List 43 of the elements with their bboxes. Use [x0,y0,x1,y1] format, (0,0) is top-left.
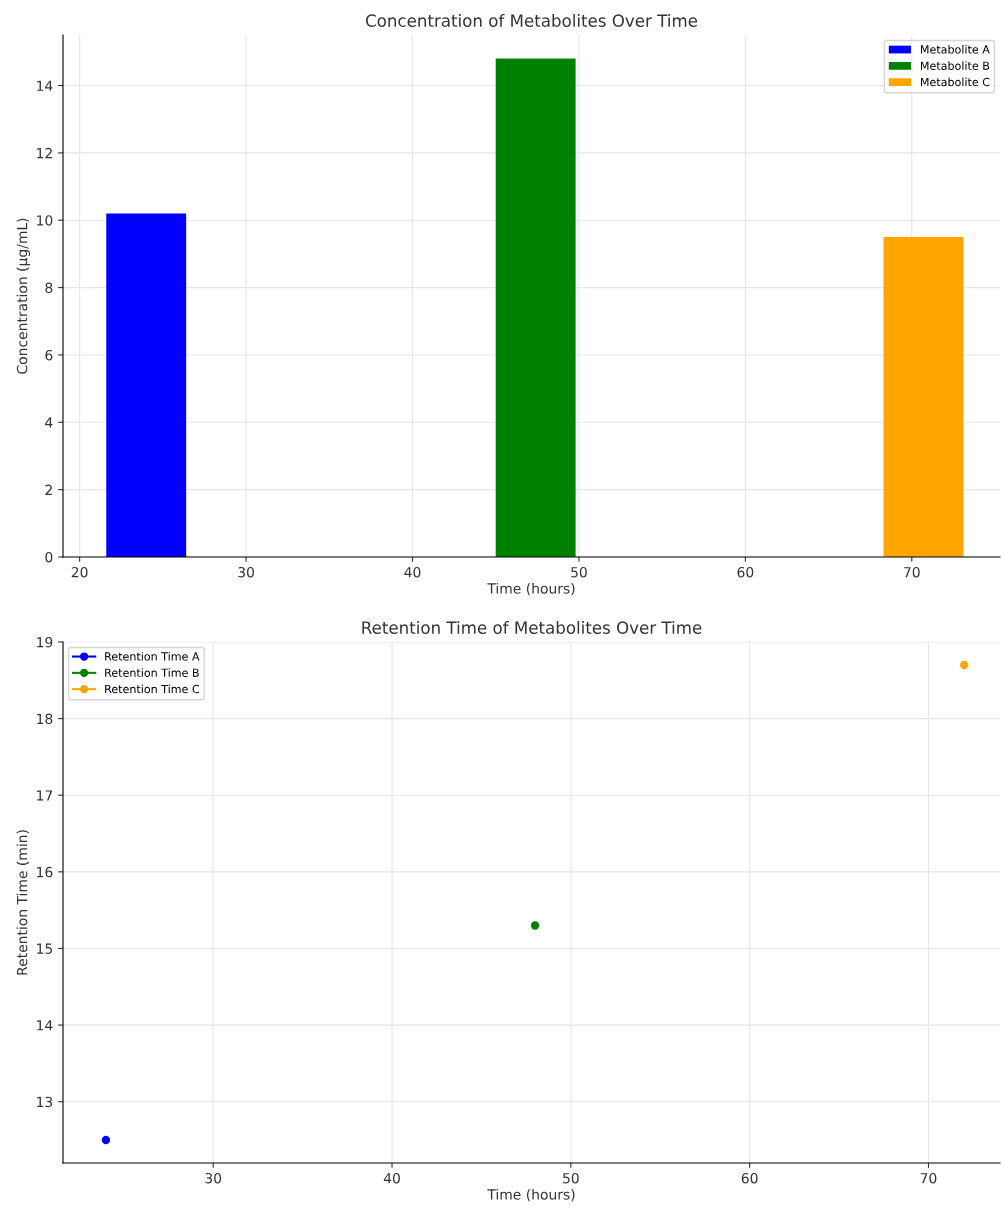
y-tick-label: 14 [37,1020,53,1031]
y-tick-label: 4 [45,417,53,428]
x-axis-title: Time (hours) [487,582,575,596]
y-tick-label: 8 [45,282,53,294]
y-tick-label: 14 [37,80,53,91]
x-tick-label: 40 [404,566,421,578]
chart-title: Concentration of Metabolites Over Time [365,14,698,27]
x-tick-label: 30 [205,1172,222,1184]
y-tick-label: 2 [45,484,52,495]
x-tick-label: 40 [383,1172,400,1184]
legend-label: Metabolite C [920,77,990,87]
legend-label: Retention Time C [105,684,200,694]
x-tick-label: 60 [741,1172,758,1184]
bar [106,213,187,557]
x-tick-label: 50 [571,566,587,578]
chart-title: Retention Time of Metabolites Over Time [362,621,702,634]
x-tick-label: 30 [238,566,254,578]
bar [883,237,964,557]
legend-label: Metabolite B [920,61,990,70]
y-axis-title: Concentration (µg/mL) [16,218,31,374]
legend-label: Retention Time A [105,652,200,661]
y-tick-label: 0 [45,551,53,563]
x-tick-label: 70 [904,566,920,578]
y-tick-label: 15 [37,943,53,954]
x-axis-title: Time (hours) [487,1188,575,1202]
y-tick-label: 16 [37,866,53,878]
x-tick-label: 20 [71,566,88,578]
y-tick-label: 10 [37,215,53,226]
point [530,921,540,930]
legend-label: Retention Time B [105,668,199,677]
y-tick-label: 19 [37,636,53,648]
y-tick-label: 6 [45,349,53,361]
bar [495,58,576,557]
y-axis-title: Retention Time (min) [16,830,29,975]
y-tick-label: 17 [37,790,53,801]
x-tick-label: 60 [737,566,754,578]
x-tick-label: 70 [920,1172,937,1184]
y-tick-label: 12 [37,147,52,159]
point [101,1135,111,1145]
y-tick-label: 18 [37,713,53,725]
x-tick-label: 50 [563,1172,579,1184]
y-tick-label: 13 [37,1096,53,1108]
legend-label: Metabolite A [920,45,990,54]
